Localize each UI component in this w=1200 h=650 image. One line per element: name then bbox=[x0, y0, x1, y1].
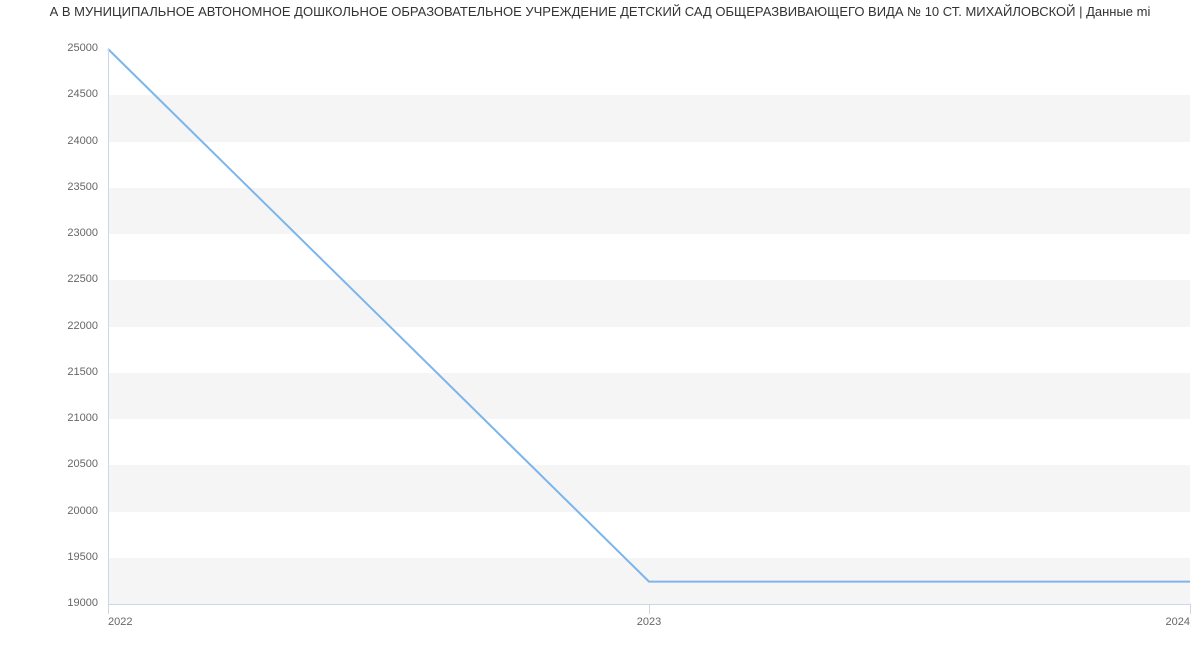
y-tick-label: 21500 bbox=[0, 366, 98, 378]
y-tick-label: 22000 bbox=[0, 320, 98, 332]
x-tick-label: 2023 bbox=[619, 616, 679, 628]
line-chart: А В МУНИЦИПАЛЬНОЕ АВТОНОМНОЕ ДОШКОЛЬНОЕ … bbox=[0, 0, 1200, 650]
x-tick-mark bbox=[108, 604, 109, 614]
y-axis-line bbox=[108, 49, 109, 604]
y-tick-label: 20500 bbox=[0, 458, 98, 470]
y-tick-label: 24000 bbox=[0, 135, 98, 147]
series-line bbox=[108, 49, 1190, 582]
y-tick-label: 23500 bbox=[0, 181, 98, 193]
x-tick-label: 2022 bbox=[108, 616, 168, 628]
y-tick-label: 19000 bbox=[0, 597, 98, 609]
y-tick-label: 21000 bbox=[0, 412, 98, 424]
y-tick-label: 20000 bbox=[0, 505, 98, 517]
line-series bbox=[0, 0, 1200, 650]
y-tick-label: 19500 bbox=[0, 551, 98, 563]
y-tick-label: 24500 bbox=[0, 88, 98, 100]
y-tick-label: 25000 bbox=[0, 42, 98, 54]
y-tick-label: 22500 bbox=[0, 273, 98, 285]
x-tick-mark bbox=[1190, 604, 1191, 614]
x-tick-label: 2024 bbox=[1130, 616, 1190, 628]
x-tick-mark bbox=[649, 604, 650, 614]
y-tick-label: 23000 bbox=[0, 227, 98, 239]
